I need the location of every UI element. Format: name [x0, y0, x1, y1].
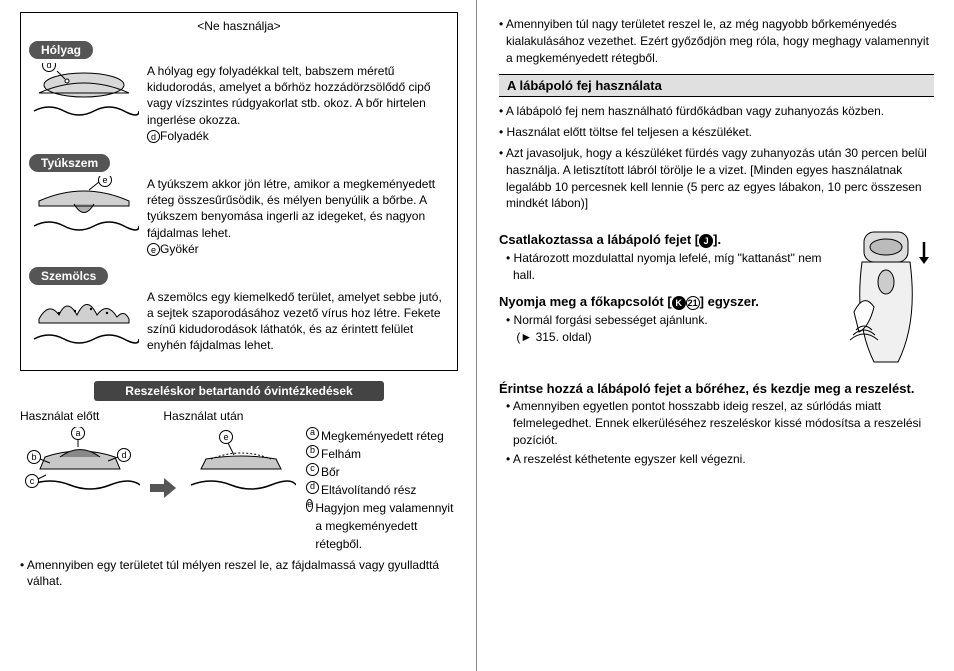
- precautions-title: Reszeléskor betartandó óvintézkedések: [94, 381, 384, 401]
- marker-e-icon: e: [147, 243, 160, 256]
- legend-e-icon: e: [306, 499, 313, 512]
- svg-text:d: d: [121, 450, 126, 460]
- bottom-bullet: • Amennyiben egy területet túl mélyen re…: [20, 557, 458, 591]
- legend-b-icon: b: [306, 445, 319, 458]
- legend-d-text: Eltávolítandó rész: [321, 481, 416, 499]
- top-bullet: • Amennyiben túl nagy területet reszel l…: [499, 16, 934, 66]
- icon-k: K: [672, 296, 686, 310]
- section-holyag: Hólyag d A hólyag egy folyadékkal telt, …: [29, 37, 449, 144]
- pill-szemolcs: Szemölcs: [29, 267, 108, 285]
- device-illustration: [834, 222, 934, 375]
- right-column: • Amennyiben túl nagy területet reszel l…: [477, 0, 954, 671]
- after-label: Használat után: [163, 409, 243, 423]
- arrow-icon: [150, 478, 176, 501]
- pill-holyag: Hólyag: [29, 41, 93, 59]
- legend-b-text: Felhám: [321, 445, 361, 463]
- diagram-before: a b c d: [20, 427, 140, 500]
- step1-sub: • Határozott mozdulattal nyomja lefelé, …: [499, 250, 824, 284]
- svg-text:e: e: [102, 176, 107, 185]
- bullet-1: • A lábápoló fej nem használható fürdőká…: [499, 103, 934, 120]
- ne-title: <Ne használja>: [29, 19, 449, 33]
- svg-text:d: d: [46, 63, 51, 70]
- section-header: A lábápoló fej használata: [499, 74, 934, 97]
- diagram-tyukszem: e: [29, 176, 139, 257]
- step2-title: Nyomja meg a főkapcsolót [K21] egyszer.: [499, 294, 824, 310]
- desc-szemolcs: A szemölcs egy kiemelkedő terület, amely…: [147, 289, 449, 354]
- section-tyukszem: Tyúkszem e A tyúkszem akkor jön létre, a…: [29, 150, 449, 257]
- legend-list: aMegkeményedett réteg bFelhám cBőr dEltá…: [306, 427, 458, 553]
- precaution-labels: Használat előtt Használat után: [20, 409, 458, 423]
- bullet-2: • Használat előtt töltse fel teljesen a …: [499, 124, 934, 141]
- desc-tyukszem: A tyúkszem akkor jön létre, amikor a meg…: [147, 176, 449, 257]
- steps-block: Csatlakoztassa a lábápoló fejet [J]. • H…: [499, 222, 934, 375]
- desc-holyag: A hólyag egy folyadékkal telt, babszem m…: [147, 63, 449, 144]
- before-label: Használat előtt: [20, 409, 99, 423]
- svg-text:b: b: [31, 452, 36, 462]
- page-ref-icon: ►: [520, 330, 532, 344]
- pill-tyukszem: Tyúkszem: [29, 154, 110, 172]
- step3-sub-1: • Amennyiben egyetlen pontot hosszabb id…: [499, 398, 934, 448]
- legend-a-text: Megkeményedett réteg: [321, 427, 444, 445]
- do-not-use-box: <Ne használja> Hólyag d A h: [20, 12, 458, 371]
- legend-c-text: Bőr: [321, 463, 340, 481]
- section-szemolcs: Szemölcs A szemölcs egy kiemelkedő terül…: [29, 263, 449, 354]
- icon-21: 21: [686, 296, 700, 310]
- marker-d-icon: d: [147, 130, 160, 143]
- legend-c-icon: c: [306, 463, 319, 476]
- marker-d-label: Folyadék: [160, 129, 209, 143]
- bullet-3: • Azt javasoljuk, hogy a készüléket fürd…: [499, 145, 934, 212]
- desc-holyag-text: A hólyag egy folyadékkal telt, babszem m…: [147, 64, 431, 127]
- step3-title: Érintse hozzá a lábápoló fejet a bőréhez…: [499, 381, 934, 396]
- left-column: <Ne használja> Hólyag d A h: [0, 0, 477, 671]
- step3-sub-2: • A reszelést kéthetente egyszer kell vé…: [499, 451, 934, 468]
- step2-sub: • Normál forgási sebességet ajánlunk. (►…: [499, 312, 824, 346]
- svg-text:c: c: [30, 476, 35, 486]
- diagram-szemolcs: [29, 289, 139, 354]
- svg-text:a: a: [75, 428, 80, 438]
- legend-e-text: Hagyjon meg valamennyit a megkeményedett…: [315, 499, 458, 553]
- marker-e-label: Gyökér: [160, 242, 199, 256]
- legend-a-icon: a: [306, 427, 319, 440]
- diagram-after: e: [186, 427, 296, 500]
- svg-text:e: e: [223, 432, 228, 442]
- legend-d-icon: d: [306, 481, 319, 494]
- diagram-holyag: d: [29, 63, 139, 144]
- icon-j: J: [699, 234, 713, 248]
- desc-tyukszem-text: A tyúkszem akkor jön létre, amikor a meg…: [147, 177, 435, 240]
- step1-title: Csatlakoztassa a lábápoló fejet [J].: [499, 232, 824, 248]
- precautions-row: a b c d e aMegkeményedett réteg: [20, 427, 458, 553]
